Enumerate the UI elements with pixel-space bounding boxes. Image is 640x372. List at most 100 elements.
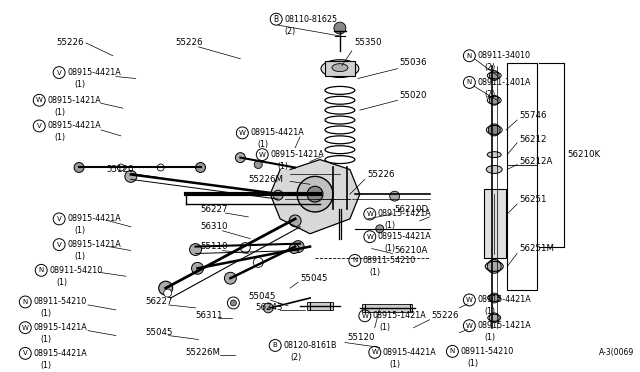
Circle shape: [335, 64, 345, 74]
Text: 56210A: 56210A: [395, 246, 428, 255]
Circle shape: [254, 161, 262, 169]
Text: (1): (1): [467, 359, 479, 368]
Text: 08915-4421A: 08915-4421A: [378, 232, 431, 241]
Text: V: V: [57, 216, 61, 222]
Text: 08915-1421A: 08915-1421A: [47, 96, 101, 105]
Text: W: W: [239, 130, 246, 136]
Text: B: B: [273, 343, 278, 349]
Circle shape: [241, 243, 250, 253]
Circle shape: [273, 190, 283, 200]
Circle shape: [334, 22, 346, 34]
Text: 55350: 55350: [355, 38, 382, 47]
Text: (1): (1): [40, 361, 51, 370]
Text: 56210K: 56210K: [567, 150, 600, 159]
Circle shape: [236, 153, 245, 163]
Ellipse shape: [330, 64, 350, 74]
Text: 55226M: 55226M: [248, 175, 284, 184]
Circle shape: [191, 262, 204, 274]
Text: W: W: [366, 234, 373, 240]
Text: W: W: [371, 349, 378, 355]
Text: 56243: 56243: [255, 304, 283, 312]
Text: 08915-1421A: 08915-1421A: [372, 311, 426, 320]
Text: 55036: 55036: [399, 58, 427, 67]
Text: V: V: [37, 123, 42, 129]
Ellipse shape: [486, 166, 502, 173]
Text: N: N: [450, 349, 455, 355]
Bar: [307, 302, 333, 310]
Text: 55045: 55045: [146, 328, 173, 337]
Text: 08915-1421A: 08915-1421A: [378, 209, 431, 218]
Text: V: V: [57, 70, 61, 76]
Polygon shape: [270, 160, 360, 234]
Circle shape: [376, 225, 384, 233]
Text: 56251M: 56251M: [519, 244, 554, 253]
Circle shape: [289, 244, 299, 253]
Bar: [484, 189, 506, 259]
Text: 08911-1401A: 08911-1401A: [477, 78, 531, 87]
Text: 56311: 56311: [196, 311, 223, 320]
Text: (1): (1): [54, 108, 65, 117]
Text: 56212: 56212: [519, 135, 547, 144]
Circle shape: [390, 191, 399, 201]
Text: N: N: [467, 53, 472, 59]
Text: (1): (1): [370, 268, 381, 277]
Text: 08110-81625: 08110-81625: [284, 15, 337, 24]
Bar: [507, 63, 537, 290]
Circle shape: [225, 272, 236, 284]
Text: 55226: 55226: [431, 311, 459, 320]
Circle shape: [263, 303, 273, 313]
Circle shape: [157, 164, 164, 171]
Circle shape: [159, 281, 173, 295]
Text: 08911-54210: 08911-54210: [363, 256, 416, 265]
Circle shape: [230, 300, 236, 306]
Text: (1): (1): [277, 162, 288, 171]
Text: V: V: [23, 350, 28, 356]
Ellipse shape: [321, 60, 359, 77]
Text: N: N: [22, 299, 28, 305]
Circle shape: [489, 95, 499, 105]
Text: 08915-4421A: 08915-4421A: [67, 68, 121, 77]
Text: 55045: 55045: [300, 274, 328, 283]
Text: 08915-1421A: 08915-1421A: [270, 150, 324, 159]
Text: (1): (1): [380, 323, 391, 332]
Text: 55020: 55020: [399, 91, 427, 100]
Text: W: W: [36, 97, 43, 103]
Text: 56251: 56251: [519, 195, 547, 203]
Text: (1): (1): [74, 252, 85, 261]
Bar: [362, 304, 412, 312]
Text: (2): (2): [284, 26, 296, 36]
Text: V: V: [57, 241, 61, 248]
Text: W: W: [362, 313, 368, 319]
Circle shape: [189, 244, 202, 256]
Circle shape: [74, 163, 84, 173]
Circle shape: [289, 215, 301, 227]
Text: 55746: 55746: [519, 110, 547, 119]
Text: 08915-4421A: 08915-4421A: [33, 349, 87, 358]
Circle shape: [487, 259, 501, 273]
Circle shape: [125, 170, 137, 182]
Text: 56310: 56310: [200, 222, 228, 231]
Text: 08915-4421A: 08915-4421A: [47, 122, 101, 131]
Text: (2): (2): [484, 63, 495, 72]
Text: (1): (1): [54, 133, 65, 142]
Text: (1): (1): [56, 278, 67, 287]
Text: 55120: 55120: [348, 333, 376, 342]
Text: 08911-54210: 08911-54210: [460, 347, 514, 356]
Text: 08120-8161B: 08120-8161B: [283, 341, 337, 350]
Circle shape: [489, 71, 499, 80]
Text: 08915-1421A: 08915-1421A: [477, 321, 531, 330]
Circle shape: [489, 293, 499, 303]
Text: 08911-54210: 08911-54210: [49, 266, 102, 275]
Text: 08911-34010: 08911-34010: [477, 51, 531, 60]
Text: 08915-4421A: 08915-4421A: [477, 295, 531, 304]
Text: 08915-1421A: 08915-1421A: [67, 240, 121, 249]
Circle shape: [489, 313, 499, 323]
Text: 08915-4421A: 08915-4421A: [250, 128, 304, 137]
Text: (1): (1): [484, 307, 495, 316]
Text: W: W: [366, 211, 373, 217]
Text: (1): (1): [390, 360, 401, 369]
Text: 55226M: 55226M: [186, 348, 221, 357]
Text: A-3(0069: A-3(0069: [600, 348, 635, 357]
Text: 56227: 56227: [200, 205, 228, 214]
Text: 08915-4421A: 08915-4421A: [383, 348, 436, 357]
